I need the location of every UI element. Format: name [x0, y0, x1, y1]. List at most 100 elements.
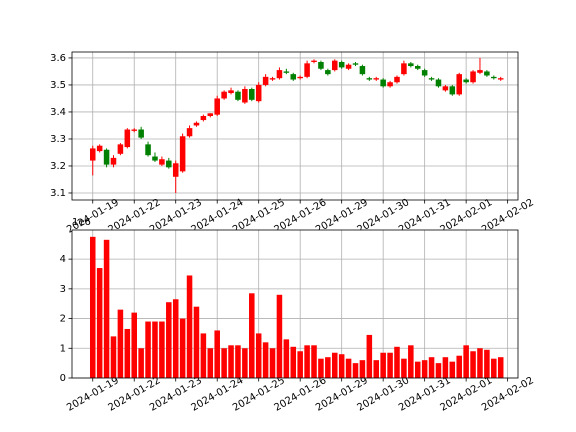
volume-bar [414, 361, 421, 378]
y-tick-label: 3.3 [50, 134, 66, 145]
candle-body [470, 71, 476, 83]
candle-body [200, 116, 207, 121]
candle-body [152, 156, 158, 161]
y-tick-label: 3.6 [50, 53, 66, 64]
volume-bar [131, 312, 137, 378]
y-tick-label: 2 [60, 314, 66, 325]
candle-body [228, 90, 234, 94]
volume-bar [449, 361, 456, 378]
candle-body [207, 113, 214, 117]
volume-bar [470, 351, 476, 378]
candle-body [124, 129, 131, 148]
volume-bar [456, 355, 462, 378]
candle-body [221, 91, 227, 99]
y-tick-label: 3.1 [50, 188, 66, 199]
volume-bar [463, 345, 469, 378]
volume-bar [435, 363, 442, 378]
candle-body [421, 70, 428, 76]
volume-bar [421, 360, 428, 378]
candle-body [249, 89, 255, 100]
axes-frame [71, 51, 519, 201]
candle-body [463, 79, 469, 83]
candle-body [276, 70, 283, 79]
candle-body [366, 78, 373, 80]
volume-bar [242, 348, 248, 378]
candle-body [380, 79, 386, 87]
candle-body [290, 74, 297, 80]
candle-body [401, 63, 407, 75]
volume-bar [497, 357, 504, 378]
candle-body [186, 128, 193, 137]
candle-body [110, 157, 117, 165]
volume-bar [221, 348, 227, 378]
volume-bar [214, 330, 220, 378]
volume-bar [249, 293, 255, 378]
candle-body [394, 76, 400, 83]
candle-body [442, 86, 449, 91]
candle-body [414, 66, 421, 69]
volume-bar [338, 354, 345, 378]
candle-body [103, 149, 110, 165]
volume-bar [484, 349, 490, 378]
volume-bar [297, 351, 303, 378]
volume-bar [117, 309, 124, 378]
volume-bar [318, 358, 324, 378]
volume-bar [491, 358, 497, 378]
volume-bar [152, 321, 158, 378]
volume-bar [193, 306, 200, 378]
candle-body [435, 79, 442, 87]
volume-bar [428, 357, 435, 378]
candle-body [311, 60, 317, 62]
volume-bar [387, 352, 393, 378]
volume-bar [186, 275, 193, 378]
volume-bar [304, 345, 310, 378]
volume-bar [207, 348, 214, 378]
candle-body [193, 122, 200, 126]
volume-bar [138, 348, 144, 378]
volume-bar [159, 321, 165, 378]
candle-body [235, 91, 241, 100]
candle-body [331, 60, 338, 71]
candle-body [304, 63, 310, 77]
candle-body [325, 70, 331, 75]
candle-body [159, 159, 165, 165]
volume-bar [380, 352, 386, 378]
candle-body [297, 76, 303, 79]
axes-frame [71, 229, 519, 379]
candle-body [456, 74, 462, 95]
candle-body [283, 71, 290, 73]
volume-bar [103, 239, 110, 378]
candle-body [352, 63, 359, 65]
volume-bar [166, 302, 172, 378]
candle-body [172, 163, 179, 177]
volume-bar [110, 336, 117, 378]
volume-bar [325, 357, 331, 378]
candle-body [338, 61, 345, 68]
candle-body [318, 61, 324, 69]
candle-body [477, 70, 483, 73]
y-tick-label: 3.5 [50, 80, 66, 91]
candle-body [449, 86, 456, 95]
volume-bar [89, 236, 96, 378]
volume-bar [401, 358, 407, 378]
candle-body [408, 63, 414, 67]
volume-bar [290, 346, 297, 378]
y-tick-label: 0 [60, 373, 66, 384]
volume-bar [331, 352, 338, 378]
candle-body [484, 71, 490, 76]
volume-bar [179, 318, 186, 378]
volume-bar [124, 328, 131, 378]
volume-bar [269, 348, 276, 378]
volume-bar [442, 357, 449, 378]
candle-body [145, 144, 151, 156]
volume-bar [283, 339, 290, 378]
volume-bar [228, 345, 234, 378]
candle-body [166, 160, 172, 168]
volume-bar [145, 321, 151, 378]
volume-bar [311, 345, 317, 378]
candle-body [491, 76, 497, 79]
volume-bar [172, 299, 179, 378]
volume-bar [345, 358, 352, 378]
volume-bar [276, 294, 283, 378]
